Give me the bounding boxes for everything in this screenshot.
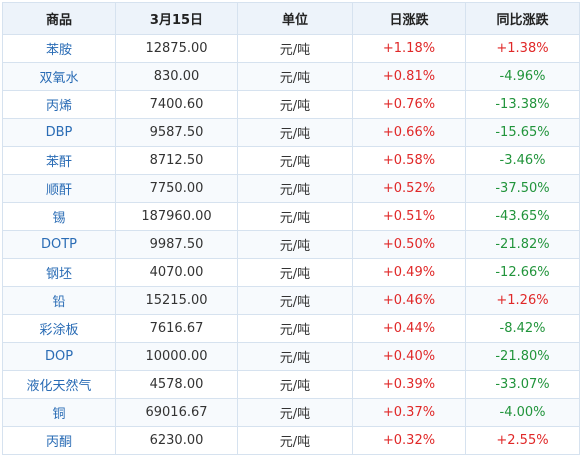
yoy-change-cell: +1.26% [465, 286, 580, 315]
unit-cell: 元/吨 [237, 370, 353, 399]
commodity-name-link[interactable]: 顺酐 [2, 174, 116, 203]
daily-change-cell: +0.66% [352, 118, 466, 147]
daily-change-cell: +1.18% [352, 34, 466, 63]
price-cell: 10000.00 [115, 342, 238, 371]
table-row: 苯胺 12875.00 元/吨 +1.18% +1.38% [2, 34, 580, 63]
price-cell: 830.00 [115, 62, 238, 91]
yoy-change-cell: -12.66% [465, 258, 580, 287]
unit-cell: 元/吨 [237, 34, 353, 63]
unit-cell: 元/吨 [237, 202, 353, 231]
daily-change-cell: +0.46% [352, 286, 466, 315]
table-row: 双氧水 830.00 元/吨 +0.81% -4.96% [2, 62, 580, 91]
table-row: 液化天然气 4578.00 元/吨 +0.39% -33.07% [2, 370, 580, 399]
table-header: 商品 3月15日 单位 日涨跌 同比涨跌 [2, 2, 580, 35]
daily-change-cell: +0.81% [352, 62, 466, 91]
table-row: 锡 187960.00 元/吨 +0.51% -43.65% [2, 202, 580, 231]
price-cell: 6230.00 [115, 426, 238, 455]
unit-cell: 元/吨 [237, 286, 353, 315]
table-row: DOP 10000.00 元/吨 +0.40% -21.80% [2, 342, 580, 371]
table-row: 铜 69016.67 元/吨 +0.37% -4.00% [2, 398, 580, 427]
daily-change-cell: +0.58% [352, 146, 466, 175]
yoy-change-cell: -4.96% [465, 62, 580, 91]
daily-change-cell: +0.76% [352, 90, 466, 119]
price-cell: 7400.60 [115, 90, 238, 119]
commodity-name-link[interactable]: 丙烯 [2, 90, 116, 119]
commodity-name-link[interactable]: 彩涂板 [2, 314, 116, 343]
header-daily-change: 日涨跌 [352, 2, 466, 35]
unit-cell: 元/吨 [237, 426, 353, 455]
yoy-change-cell: +2.55% [465, 426, 580, 455]
price-cell: 4578.00 [115, 370, 238, 399]
table-row: 彩涂板 7616.67 元/吨 +0.44% -8.42% [2, 314, 580, 343]
price-cell: 7616.67 [115, 314, 238, 343]
yoy-change-cell: +1.38% [465, 34, 580, 63]
table-row: DOTP 9987.50 元/吨 +0.50% -21.82% [2, 230, 580, 259]
yoy-change-cell: -3.46% [465, 146, 580, 175]
unit-cell: 元/吨 [237, 90, 353, 119]
yoy-change-cell: -43.65% [465, 202, 580, 231]
header-yoy-change: 同比涨跌 [465, 2, 580, 35]
header-date-price: 3月15日 [115, 2, 238, 35]
price-cell: 12875.00 [115, 34, 238, 63]
unit-cell: 元/吨 [237, 314, 353, 343]
daily-change-cell: +0.39% [352, 370, 466, 399]
table-body: 苯胺 12875.00 元/吨 +1.18% +1.38% 双氧水 830.00 元/吨 +0.… [2, 34, 580, 455]
yoy-change-cell: -13.38% [465, 90, 580, 119]
unit-cell: 元/吨 [237, 398, 353, 427]
price-cell: 7750.00 [115, 174, 238, 203]
price-cell: 9587.50 [115, 118, 238, 147]
header-unit: 单位 [237, 2, 353, 35]
daily-change-cell: +0.52% [352, 174, 466, 203]
daily-change-cell: +0.44% [352, 314, 466, 343]
commodity-name-link[interactable]: 苯酐 [2, 146, 116, 175]
unit-cell: 元/吨 [237, 146, 353, 175]
price-cell: 187960.00 [115, 202, 238, 231]
price-cell: 9987.50 [115, 230, 238, 259]
price-cell: 8712.50 [115, 146, 238, 175]
unit-cell: 元/吨 [237, 230, 353, 259]
commodity-name-link[interactable]: 钢坯 [2, 258, 116, 287]
table-row: 铅 15215.00 元/吨 +0.46% +1.26% [2, 286, 580, 315]
daily-change-cell: +0.37% [352, 398, 466, 427]
daily-change-cell: +0.49% [352, 258, 466, 287]
table-row: 丙酮 6230.00 元/吨 +0.32% +2.55% [2, 426, 580, 455]
yoy-change-cell: -21.82% [465, 230, 580, 259]
commodity-name-link[interactable]: 苯胺 [2, 34, 116, 63]
unit-cell: 元/吨 [237, 62, 353, 91]
header-commodity: 商品 [2, 2, 116, 35]
yoy-change-cell: -8.42% [465, 314, 580, 343]
unit-cell: 元/吨 [237, 258, 353, 287]
daily-change-cell: +0.32% [352, 426, 466, 455]
table-row: 钢坯 4070.00 元/吨 +0.49% -12.66% [2, 258, 580, 287]
daily-change-cell: +0.40% [352, 342, 466, 371]
unit-cell: 元/吨 [237, 174, 353, 203]
table-row: 顺酐 7750.00 元/吨 +0.52% -37.50% [2, 174, 580, 203]
daily-change-cell: +0.51% [352, 202, 466, 231]
commodity-name-link[interactable]: DOTP [2, 230, 116, 259]
yoy-change-cell: -37.50% [465, 174, 580, 203]
commodity-name-link[interactable]: DOP [2, 342, 116, 371]
commodity-name-link[interactable]: 丙酮 [2, 426, 116, 455]
daily-change-cell: +0.50% [352, 230, 466, 259]
commodity-name-link[interactable]: 液化天然气 [2, 370, 116, 399]
commodity-name-link[interactable]: 铅 [2, 286, 116, 315]
price-cell: 4070.00 [115, 258, 238, 287]
yoy-change-cell: -21.80% [465, 342, 580, 371]
commodity-name-link[interactable]: 锡 [2, 202, 116, 231]
unit-cell: 元/吨 [237, 342, 353, 371]
commodity-name-link[interactable]: DBP [2, 118, 116, 147]
yoy-change-cell: -15.65% [465, 118, 580, 147]
price-cell: 69016.67 [115, 398, 238, 427]
yoy-change-cell: -4.00% [465, 398, 580, 427]
header-row: 商品 3月15日 单位 日涨跌 同比涨跌 [2, 2, 580, 35]
price-cell: 15215.00 [115, 286, 238, 315]
table-row: 丙烯 7400.60 元/吨 +0.76% -13.38% [2, 90, 580, 119]
commodity-name-link[interactable]: 铜 [2, 398, 116, 427]
yoy-change-cell: -33.07% [465, 370, 580, 399]
unit-cell: 元/吨 [237, 118, 353, 147]
commodity-name-link[interactable]: 双氧水 [2, 62, 116, 91]
table-row: DBP 9587.50 元/吨 +0.66% -15.65% [2, 118, 580, 147]
table-row: 苯酐 8712.50 元/吨 +0.58% -3.46% [2, 146, 580, 175]
